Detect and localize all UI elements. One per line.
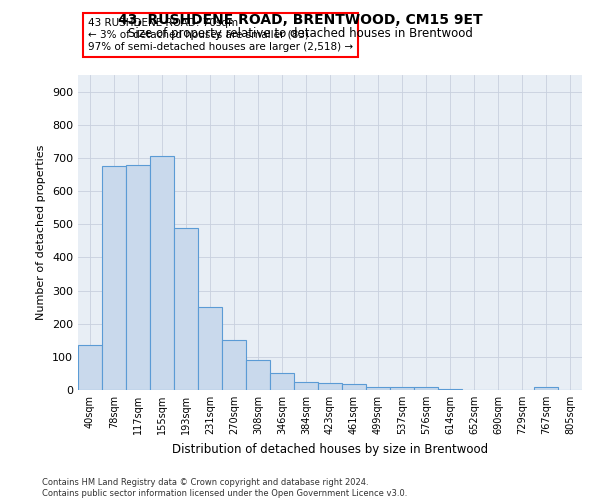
Bar	[414, 386, 438, 390]
Bar	[150, 156, 174, 390]
Bar	[102, 166, 126, 390]
Bar	[126, 164, 150, 390]
Bar	[222, 340, 246, 390]
Bar	[270, 374, 294, 390]
Text: Size of property relative to detached houses in Brentwood: Size of property relative to detached ho…	[128, 28, 472, 40]
Bar	[198, 307, 222, 390]
Y-axis label: Number of detached properties: Number of detached properties	[37, 145, 46, 320]
Bar	[78, 345, 102, 390]
Bar	[294, 382, 318, 390]
Text: 43 RUSHDENE ROAD: 70sqm
← 3% of detached houses are smaller (83)
97% of semi-det: 43 RUSHDENE ROAD: 70sqm ← 3% of detached…	[88, 18, 353, 52]
Bar	[342, 384, 366, 390]
Bar	[366, 386, 390, 390]
Text: Contains HM Land Registry data © Crown copyright and database right 2024.
Contai: Contains HM Land Registry data © Crown c…	[42, 478, 407, 498]
Bar	[318, 382, 342, 390]
Text: 43, RUSHDENE ROAD, BRENTWOOD, CM15 9ET: 43, RUSHDENE ROAD, BRENTWOOD, CM15 9ET	[118, 12, 482, 26]
X-axis label: Distribution of detached houses by size in Brentwood: Distribution of detached houses by size …	[172, 442, 488, 456]
Bar	[390, 386, 414, 390]
Bar	[246, 360, 270, 390]
Bar	[534, 386, 558, 390]
Bar	[174, 228, 198, 390]
